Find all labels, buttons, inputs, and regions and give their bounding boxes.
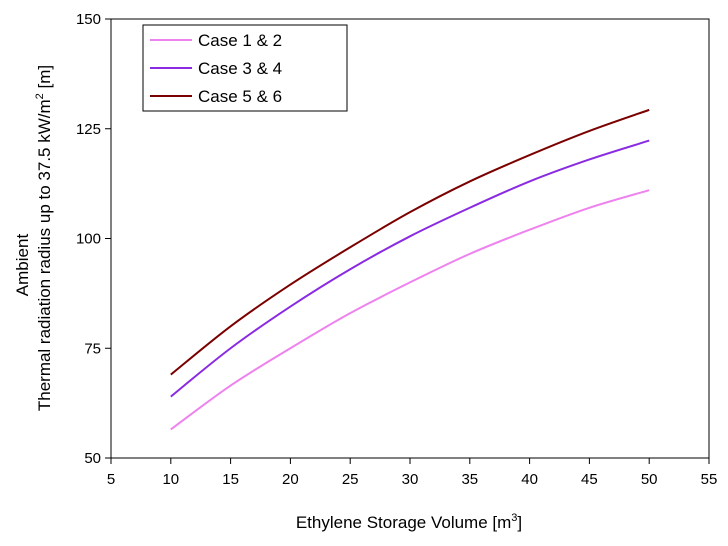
y-tick-label: 125 xyxy=(76,121,101,138)
y-tick-label: 150 xyxy=(76,11,101,28)
x-tick-label: 55 xyxy=(701,471,718,488)
x-tick-label: 15 xyxy=(222,471,239,488)
x-tick-label: 20 xyxy=(282,471,299,488)
x-tick-label: 40 xyxy=(521,471,538,488)
x-tick-label: 10 xyxy=(162,471,179,488)
legend-label-1: Case 1 & 2 xyxy=(198,31,282,50)
legend-label-3: Case 5 & 6 xyxy=(198,87,282,106)
x-axis-title: Ethylene Storage Volume [m3] xyxy=(296,512,522,532)
series-line-3 xyxy=(170,108,650,376)
plot-frame xyxy=(110,18,710,459)
x-tick-label: 25 xyxy=(342,471,359,488)
series-layer xyxy=(170,108,650,431)
series-line-1 xyxy=(170,189,650,431)
y-axis-title-line1: Ambient xyxy=(13,234,32,297)
ticks-layer: 5 10 15 20 25 30 35 40 45 50 55 50 75 100 125 150 xyxy=(76,11,717,488)
legend: Case 1 & 2 Case 3 & 4 Case 5 & 6 xyxy=(142,24,348,112)
x-tick-label: 45 xyxy=(581,471,598,488)
y-tick-label: 50 xyxy=(84,450,101,467)
x-tick-label: 50 xyxy=(641,471,658,488)
legend-items: Case 1 & 2 Case 3 & 4 Case 5 & 6 xyxy=(150,31,282,106)
legend-label-2: Case 3 & 4 xyxy=(198,59,282,78)
y-axis-title-line2: Thermal radiation radius up to 37.5 kW/m… xyxy=(34,65,54,411)
y-tick-label: 100 xyxy=(76,231,101,248)
x-tick-label: 35 xyxy=(461,471,478,488)
x-tick-label: 5 xyxy=(107,471,115,488)
x-tick-label: 30 xyxy=(402,471,419,488)
y-tick-label: 75 xyxy=(84,340,101,357)
series-line-2 xyxy=(170,139,650,398)
